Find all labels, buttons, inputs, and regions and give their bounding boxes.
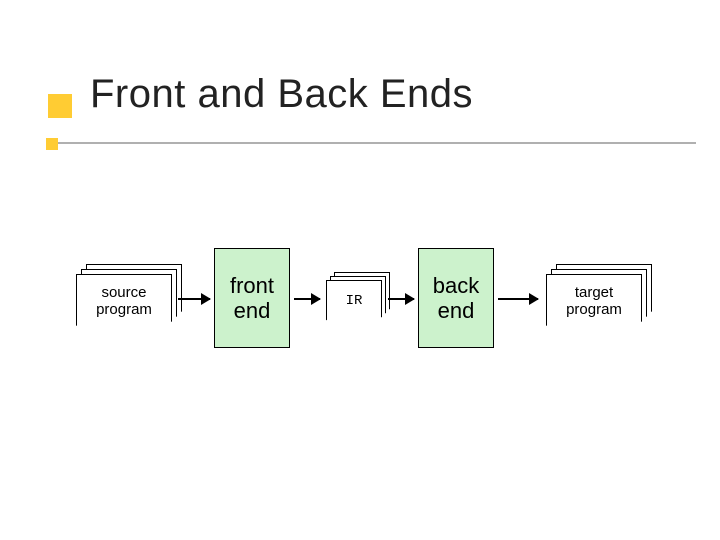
source-program-node: sourceprogram (76, 274, 172, 328)
target-program-node: targetprogram (546, 274, 642, 328)
source-program-label: sourceprogram (96, 284, 152, 319)
target-program-label: targetprogram (566, 284, 622, 319)
page-title: Front and Back Ends (90, 72, 473, 117)
ir-label: IR (346, 293, 363, 309)
arrow-ir-to-backend (388, 298, 414, 300)
arrow-backend-to-target (498, 298, 538, 300)
title-underline (48, 142, 696, 144)
front-end-label: frontend (230, 273, 274, 324)
ir-node: IR (326, 280, 382, 322)
title-bullet (48, 94, 72, 118)
back-end-node: backend (418, 248, 494, 348)
arrow-frontend-to-ir (294, 298, 320, 300)
front-end-node: frontend (214, 248, 290, 348)
arrow-source-to-frontend (178, 298, 210, 300)
sub-bullet (46, 138, 58, 150)
compiler-pipeline-diagram: sourceprogram frontend IR backend target… (0, 230, 720, 370)
back-end-label: backend (433, 273, 479, 324)
